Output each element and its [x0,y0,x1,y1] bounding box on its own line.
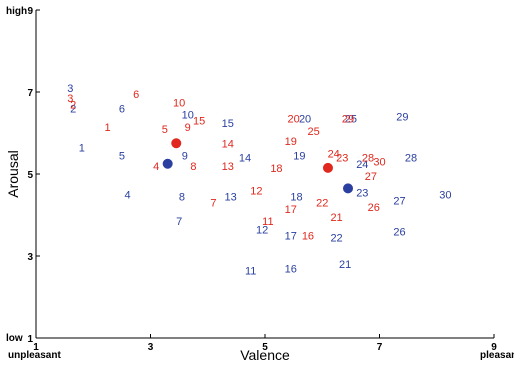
blue-point-7: 7 [176,216,182,228]
blue-point-26: 26 [393,226,405,238]
red-point-30: 30 [373,157,385,169]
red-point-26: 26 [368,202,380,214]
red-point-22: 22 [316,198,328,210]
blue-point-28: 28 [405,153,417,165]
blue-point-2: 2 [70,103,76,115]
blue-point-18: 18 [290,192,302,204]
red-point-21: 21 [330,212,342,224]
x-axis-title: Valence [240,347,290,363]
blue-point-12: 12 [256,224,268,236]
red-point-17: 17 [285,204,297,216]
x-tick-label: 3 [148,342,154,353]
y-tick-label: 3 [27,252,33,263]
blue-point-13: 13 [225,192,237,204]
blue-point-9: 9 [182,151,188,163]
red-point-18: 18 [270,163,282,175]
blue-point-5: 5 [119,151,125,163]
blue-point-14: 14 [239,153,251,165]
blue-point-30: 30 [439,190,451,202]
blue-point-10: 10 [182,110,194,122]
red-point-3: 3 [67,93,73,105]
blue-point-24: 24 [356,159,368,171]
red-point-28: 28 [362,153,374,165]
red-point-23: 23 [336,153,348,165]
axes [35,10,494,339]
blue-point-25: 25 [345,114,357,126]
red-point-10: 10 [173,97,185,109]
blue-point-6: 6 [119,103,125,115]
blue-point-3: 3 [67,83,73,95]
red-point-13: 13 [222,161,234,173]
y-tick-label: 9 [27,6,33,17]
red-point-25: 25 [308,126,320,138]
y-tick-label: 1 [27,334,33,345]
x-end-label-low: unpleasant [8,350,61,361]
y-tick-label: 5 [27,170,33,181]
red-point-12: 12 [250,185,262,197]
blue-point-16: 16 [285,263,297,275]
x-tick-label: 7 [377,342,383,353]
y-tick-label: 7 [27,88,33,99]
x-tick-label: 1 [33,342,39,353]
blue-centroid-2 [343,183,354,194]
x-end-label-high: pleasant [480,350,514,361]
y-end-label-high: high [6,6,27,17]
blue-point-29: 29 [396,112,408,124]
red-point-29: 29 [342,114,354,126]
blue-point-22: 22 [330,233,342,245]
red-point-5: 5 [162,124,168,136]
red-point-8: 8 [190,161,196,173]
red-point-27: 27 [365,171,377,183]
y-axis-title: Arousal [5,150,21,197]
blue-point-11: 11 [245,265,256,277]
blue-centroid-1 [162,158,173,169]
red-point-15: 15 [193,116,205,128]
centroid-markers [162,138,354,194]
red-point-9: 9 [185,122,191,134]
red-point-24: 24 [328,149,340,161]
blue-point-17: 17 [285,231,297,243]
data-points: 1234567891011121314151617181920212223242… [67,83,451,277]
blue-point-23: 23 [356,187,368,199]
blue-point-19: 19 [293,151,305,163]
blue-point-1: 1 [79,142,85,154]
x-tick-label: 5 [262,342,268,353]
red-point-19: 19 [285,136,297,148]
red-point-1: 1 [105,122,111,134]
red-centroid-4 [322,162,333,173]
red-point-2: 2 [70,99,76,111]
red-point-11: 11 [262,216,273,228]
red-centroid-3 [171,138,182,149]
blue-point-4: 4 [125,190,131,202]
red-point-14: 14 [222,138,234,150]
red-point-20: 20 [288,114,300,126]
blue-point-8: 8 [179,192,185,204]
blue-point-21: 21 [339,259,351,271]
red-point-16: 16 [302,231,314,243]
x-tick-label: 9 [491,342,497,353]
red-point-7: 7 [210,198,216,210]
red-point-4: 4 [153,161,159,173]
blue-point-15: 15 [222,118,234,130]
blue-point-27: 27 [393,196,405,208]
y-end-label-low: low [6,333,23,344]
blue-point-20: 20 [299,114,311,126]
red-point-6: 6 [133,89,139,101]
